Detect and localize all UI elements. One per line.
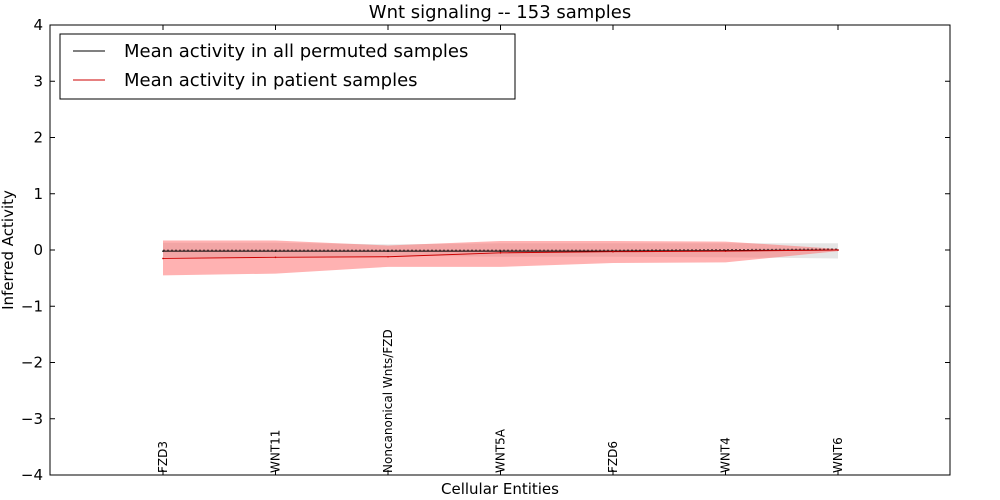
chart-title: Wnt signaling -- 153 samples [369,2,631,23]
y-axis-label: Inferred Activity [0,190,17,310]
permuted-dotted-line [163,248,839,251]
data-point [499,250,502,252]
y-tick-label: 1 [33,185,43,203]
x-category-label: WNT6 [831,437,845,473]
data-point [274,256,277,259]
y-tick-label: 2 [33,129,43,147]
data-point [162,257,164,260]
data-point [387,250,389,252]
x-category-label: WNT11 [269,430,283,473]
x-category-label: WNT5A [494,428,508,473]
x-category-label: Noncanonical Wnts/FZD [381,329,395,473]
y-tick-label: −3 [21,410,43,428]
y-tick-label: 4 [33,16,43,34]
x-category-label: FZD6 [606,441,620,473]
legend: Mean activity in all permuted samples Mea… [59,33,516,100]
data-point [724,250,727,252]
y-tick-label: 3 [33,72,43,90]
plot-frame [49,24,951,476]
y-tick-label: −2 [21,354,43,372]
data-point [612,250,614,253]
x-category-label: FZD3 [156,441,170,473]
legend-label: Mean activity in patient samples [124,70,418,91]
data-point [387,255,389,258]
y-axis: 4 3 2 1 0 −1 −2 −3 −4 [21,16,950,484]
data-point [499,252,502,254]
legend-label: Mean activity in all permuted samples [124,41,468,62]
series-lines [162,248,839,260]
legend-box [59,33,516,100]
data-point [837,249,839,251]
patient-band [163,240,838,276]
data-point [162,250,164,252]
y-tick-label: −4 [21,466,43,484]
x-axis-label: Cellular Entities [441,480,559,498]
y-tick-label: −1 [21,297,43,315]
y-tick-label: 0 [33,241,43,259]
data-point [274,250,277,252]
x-category-label: WNT4 [719,437,733,473]
x-axis: FZD3 WNT11 Noncanonical Wnts/FZD WNT5A FZD6 W… [156,25,845,475]
